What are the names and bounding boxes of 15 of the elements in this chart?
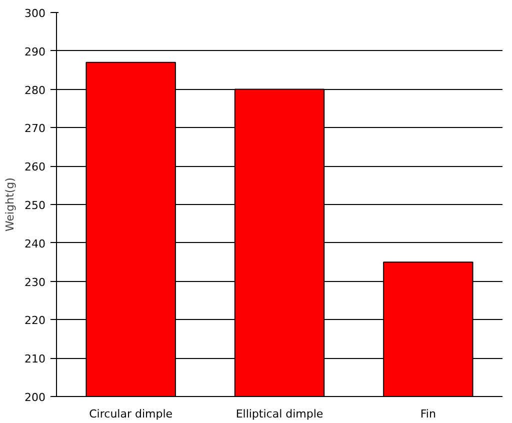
y-axis-title: Weight(g) <box>4 178 17 232</box>
y-tick-label: 250 <box>24 199 46 212</box>
y-tick-label: 200 <box>24 391 46 404</box>
y-tick-label: 300 <box>24 7 46 20</box>
y-tick-label: 230 <box>24 276 46 289</box>
y-tick-label: 290 <box>24 45 46 58</box>
x-tick-label: Circular dimple <box>89 408 173 420</box>
x-tick-label: Fin <box>420 408 436 420</box>
y-tick-label: 210 <box>24 352 46 366</box>
x-tick-label: Elliptical dimple <box>236 408 324 420</box>
y-tick-label: 270 <box>24 122 46 136</box>
y-tick-label: 220 <box>24 314 46 328</box>
y-tick-label: 260 <box>24 160 46 174</box>
y-tick-label: 280 <box>24 84 46 97</box>
y-tick-label: 240 <box>24 237 46 250</box>
